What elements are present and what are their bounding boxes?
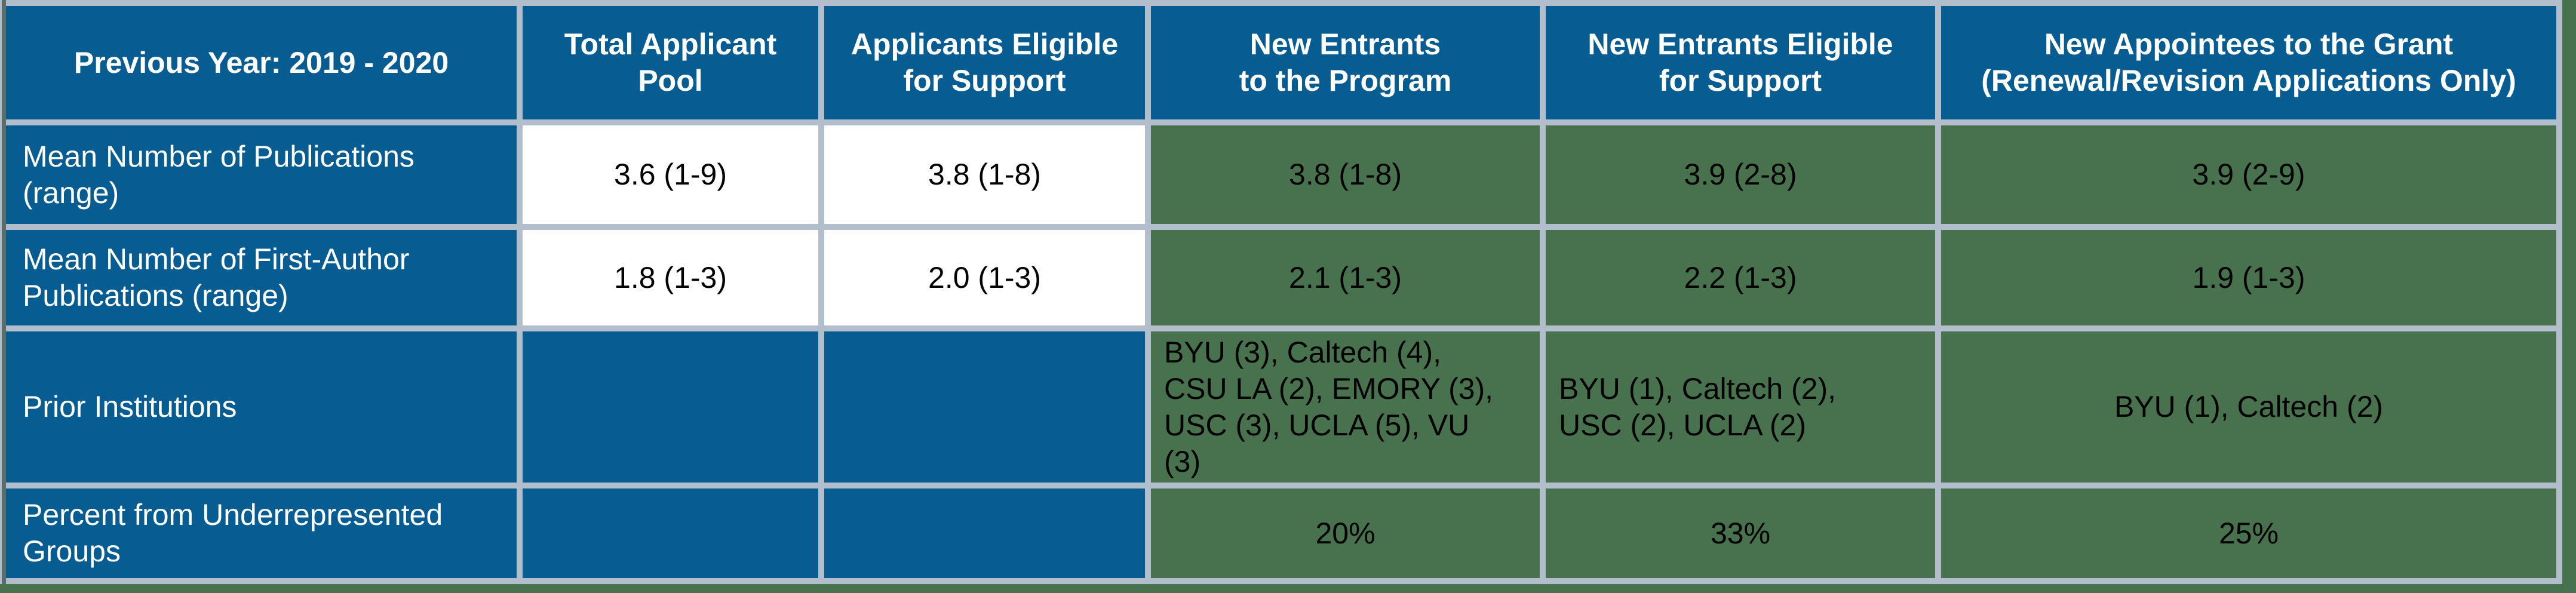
header-total-applicant-pool: Total Applicant Pool bbox=[523, 6, 818, 119]
header-new-entrants-to-program: New Entrants to the Program bbox=[1151, 6, 1540, 119]
header-applicants-eligible-for-support: Applicants Eligible for Support bbox=[824, 6, 1145, 119]
row-label-mean-publications: Mean Number of Publications (range) bbox=[6, 125, 517, 224]
cell-mean-publications-eligible: 3.8 (1-8) bbox=[824, 125, 1145, 224]
header-previous-year: Previous Year: 2019 - 2020 bbox=[6, 6, 517, 119]
cell-prior-institutions-total-pool-empty bbox=[523, 331, 818, 483]
cell-prior-institutions-new-appointees: BYU (1), Caltech (2) bbox=[1941, 331, 2556, 483]
cell-first-author-eligible: 2.0 (1-3) bbox=[824, 230, 1145, 325]
cell-mean-publications-total-pool: 3.6 (1-9) bbox=[523, 125, 818, 224]
cell-percent-underrepresented-new-entrants-eligible: 33% bbox=[1546, 488, 1935, 578]
row-label-first-author-publications: Mean Number of First-Author Publications… bbox=[6, 230, 517, 325]
cell-percent-underrepresented-new-entrants: 20% bbox=[1151, 488, 1540, 578]
header-new-entrants-eligible-for-support: New Entrants Eligible for Support bbox=[1546, 6, 1935, 119]
cell-first-author-new-entrants: 2.1 (1-3) bbox=[1151, 230, 1540, 325]
cell-first-author-new-appointees: 1.9 (1-3) bbox=[1941, 230, 2556, 325]
cell-prior-institutions-new-entrants: BYU (3), Caltech (4), CSU LA (2), EMORY … bbox=[1151, 331, 1540, 483]
cell-mean-publications-new-entrants: 3.8 (1-8) bbox=[1151, 125, 1540, 224]
cell-first-author-new-entrants-eligible: 2.2 (1-3) bbox=[1546, 230, 1935, 325]
row-label-percent-underrepresented: Percent from Underrepresented Groups bbox=[6, 488, 517, 578]
cell-mean-publications-new-appointees: 3.9 (2-9) bbox=[1941, 125, 2556, 224]
cell-first-author-total-pool: 1.8 (1-3) bbox=[523, 230, 818, 325]
cell-mean-publications-new-entrants-eligible: 3.9 (2-8) bbox=[1546, 125, 1935, 224]
cell-prior-institutions-new-entrants-eligible: BYU (1), Caltech (2), USC (2), UCLA (2) bbox=[1546, 331, 1935, 483]
cell-percent-underrepresented-eligible-empty bbox=[824, 488, 1145, 578]
cell-prior-institutions-eligible-empty bbox=[824, 331, 1145, 483]
previous-year-summary-table: Previous Year: 2019 - 2020 Total Applica… bbox=[0, 0, 2562, 584]
header-new-appointees-to-grant: New Appointees to the Grant (Renewal/Rev… bbox=[1941, 6, 2556, 119]
cell-percent-underrepresented-total-pool-empty bbox=[523, 488, 818, 578]
row-label-prior-institutions: Prior Institutions bbox=[6, 331, 517, 483]
cell-percent-underrepresented-new-appointees: 25% bbox=[1941, 488, 2556, 578]
